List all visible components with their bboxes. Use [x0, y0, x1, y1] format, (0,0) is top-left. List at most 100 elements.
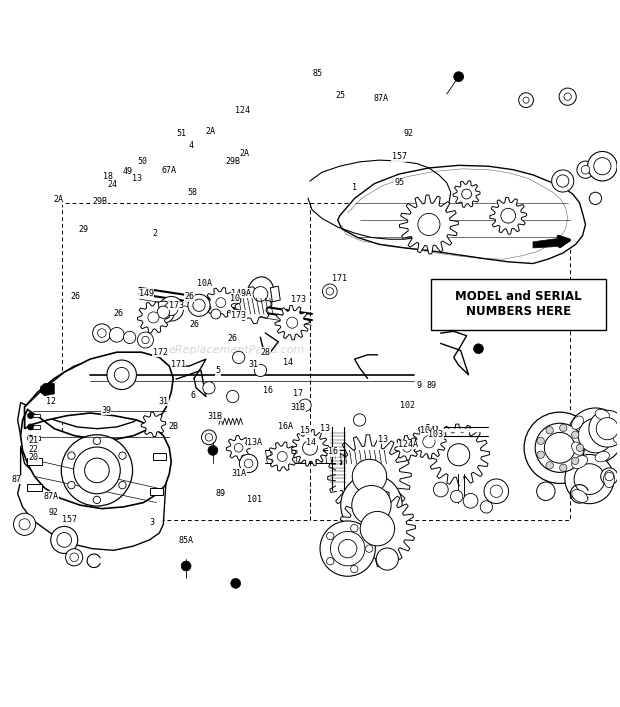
Text: 17: 17: [293, 389, 303, 398]
Text: 13: 13: [321, 424, 330, 433]
FancyBboxPatch shape: [29, 436, 40, 440]
Circle shape: [107, 360, 136, 390]
Circle shape: [490, 485, 502, 498]
Text: 6: 6: [191, 391, 196, 399]
Circle shape: [234, 443, 243, 452]
Circle shape: [109, 327, 124, 342]
Text: 85: 85: [312, 69, 322, 78]
Text: 171: 171: [171, 360, 186, 369]
Circle shape: [202, 430, 216, 445]
Circle shape: [560, 464, 567, 472]
Circle shape: [535, 423, 584, 472]
Circle shape: [403, 443, 412, 452]
Text: 87A: 87A: [373, 94, 388, 103]
Text: 171: 171: [332, 274, 347, 283]
Circle shape: [605, 472, 614, 481]
Circle shape: [205, 433, 213, 441]
Text: 87: 87: [11, 475, 21, 484]
Circle shape: [601, 468, 618, 485]
Polygon shape: [17, 446, 166, 550]
Circle shape: [244, 459, 253, 468]
Text: 1: 1: [352, 183, 356, 192]
Text: 13A: 13A: [247, 438, 262, 447]
Text: 20: 20: [29, 453, 38, 462]
Text: 2A: 2A: [239, 149, 249, 158]
Text: 21: 21: [29, 436, 38, 445]
Text: 173: 173: [169, 301, 184, 310]
Circle shape: [462, 189, 471, 199]
Circle shape: [114, 368, 129, 382]
Circle shape: [537, 451, 544, 458]
Circle shape: [61, 435, 133, 506]
Circle shape: [253, 286, 268, 301]
Text: 58: 58: [187, 188, 197, 197]
Text: 92: 92: [404, 129, 414, 138]
Circle shape: [560, 424, 567, 431]
Circle shape: [51, 527, 78, 554]
Circle shape: [351, 525, 358, 532]
Ellipse shape: [595, 452, 609, 462]
Text: 9: 9: [417, 381, 422, 390]
Text: 31B: 31B: [208, 411, 223, 421]
Circle shape: [596, 418, 618, 440]
FancyBboxPatch shape: [27, 458, 42, 465]
Circle shape: [352, 486, 391, 525]
Text: 24: 24: [107, 180, 117, 189]
Circle shape: [322, 284, 337, 299]
Text: 26: 26: [190, 320, 200, 329]
Text: 22: 22: [29, 445, 38, 454]
Text: 104: 104: [420, 426, 435, 435]
Ellipse shape: [572, 416, 583, 429]
Circle shape: [203, 382, 215, 394]
Text: 89: 89: [427, 381, 436, 390]
Text: 85A: 85A: [179, 537, 193, 545]
Text: 4: 4: [189, 141, 194, 151]
Circle shape: [546, 426, 553, 434]
Circle shape: [524, 412, 595, 484]
Text: 29B: 29B: [92, 197, 107, 206]
Circle shape: [239, 454, 258, 473]
Circle shape: [231, 578, 241, 588]
Circle shape: [232, 351, 245, 363]
Circle shape: [148, 312, 159, 323]
Polygon shape: [412, 424, 446, 459]
Circle shape: [327, 558, 334, 565]
Circle shape: [589, 410, 620, 447]
Circle shape: [123, 332, 136, 344]
Text: 26: 26: [228, 334, 237, 343]
Circle shape: [501, 209, 516, 223]
Circle shape: [588, 151, 617, 181]
Circle shape: [57, 532, 71, 547]
Circle shape: [93, 496, 100, 503]
Circle shape: [544, 433, 575, 463]
Ellipse shape: [572, 455, 588, 469]
Circle shape: [326, 288, 334, 295]
Text: 26: 26: [70, 293, 80, 301]
Text: 2: 2: [153, 229, 157, 238]
Circle shape: [564, 93, 572, 100]
Text: 29B: 29B: [226, 157, 241, 166]
Polygon shape: [138, 302, 169, 333]
Circle shape: [360, 511, 394, 546]
Text: 172: 172: [153, 348, 167, 357]
Circle shape: [254, 364, 267, 377]
Circle shape: [19, 519, 30, 530]
Circle shape: [552, 170, 574, 192]
Polygon shape: [453, 181, 480, 207]
Circle shape: [277, 452, 287, 462]
Text: 149: 149: [139, 288, 154, 298]
Text: 14: 14: [306, 438, 316, 447]
Circle shape: [519, 93, 533, 107]
Text: 92: 92: [48, 508, 58, 517]
Circle shape: [226, 390, 239, 403]
FancyBboxPatch shape: [149, 488, 163, 495]
Circle shape: [330, 532, 365, 566]
Circle shape: [216, 298, 226, 308]
Polygon shape: [399, 195, 458, 254]
Circle shape: [159, 296, 184, 321]
Text: 157: 157: [61, 515, 77, 524]
Circle shape: [208, 445, 218, 455]
Text: 173: 173: [291, 295, 306, 304]
Text: 173: 173: [231, 311, 246, 320]
Text: 2A: 2A: [53, 195, 63, 204]
